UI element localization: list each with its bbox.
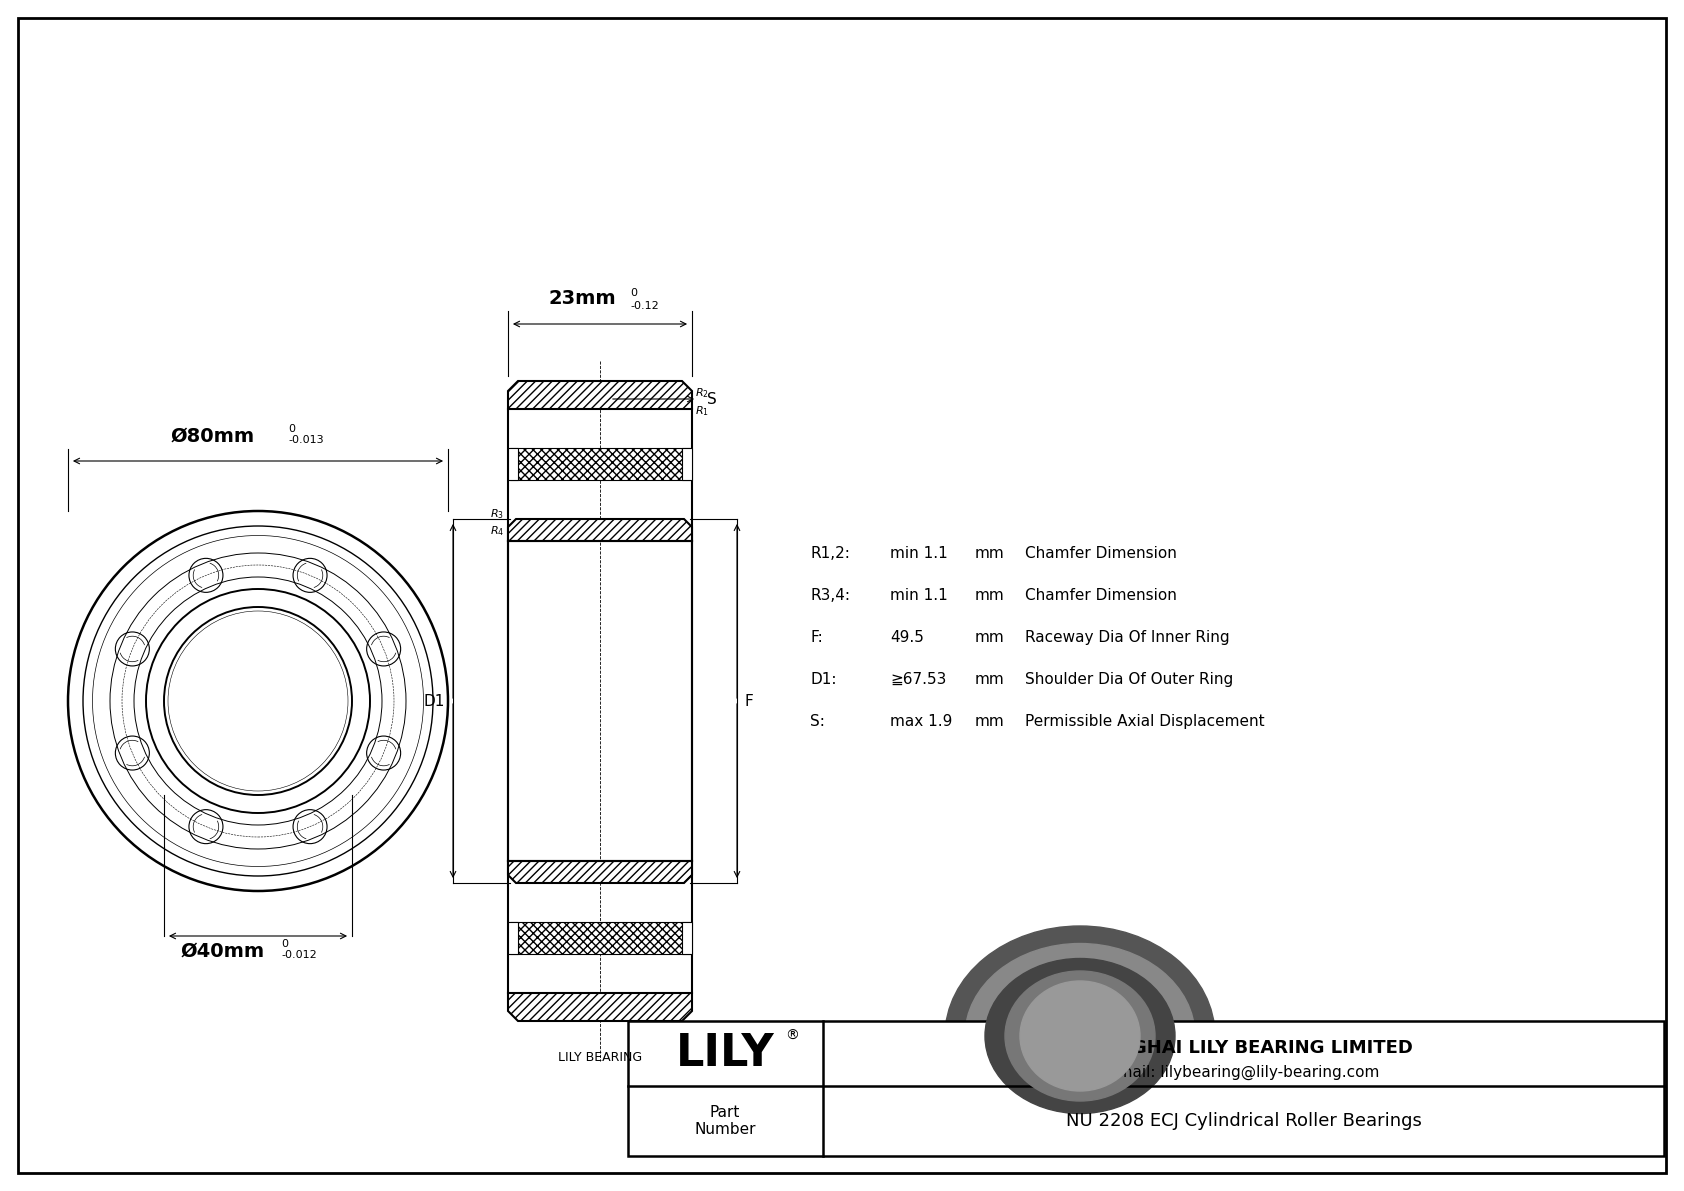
Bar (509, 922, 519, 954)
Polygon shape (510, 448, 690, 480)
Text: NU 2208 ECJ Cylindrical Roller Bearings: NU 2208 ECJ Cylindrical Roller Bearings (1066, 1112, 1421, 1130)
Bar (628, 1021, 1664, 1156)
Text: mm: mm (975, 630, 1005, 646)
Text: mm: mm (975, 672, 1005, 687)
Text: 0: 0 (281, 939, 288, 949)
Ellipse shape (1021, 981, 1140, 1091)
Text: F: F (744, 693, 754, 709)
Text: $R_1$: $R_1$ (695, 404, 709, 418)
Text: -0.012: -0.012 (281, 950, 317, 960)
Text: SHANGHAI LILY BEARING LIMITED: SHANGHAI LILY BEARING LIMITED (1074, 1039, 1413, 1056)
Polygon shape (509, 993, 692, 1021)
Text: 49.5: 49.5 (891, 630, 925, 646)
Text: LILY BEARING: LILY BEARING (557, 1050, 642, 1064)
Text: min 1.1: min 1.1 (891, 545, 948, 561)
Text: D1: D1 (424, 693, 445, 709)
Text: S:: S: (810, 713, 825, 729)
Text: min 1.1: min 1.1 (891, 588, 948, 603)
Text: mm: mm (975, 713, 1005, 729)
Text: Permissible Axial Displacement: Permissible Axial Displacement (1026, 713, 1265, 729)
Text: R1,2:: R1,2: (810, 545, 850, 561)
Text: 23mm: 23mm (549, 289, 616, 308)
Text: R3,4:: R3,4: (810, 588, 850, 603)
Text: Chamfer Dimension: Chamfer Dimension (1026, 545, 1177, 561)
Text: LILY: LILY (675, 1031, 775, 1075)
Text: mm: mm (975, 545, 1005, 561)
Text: Chamfer Dimension: Chamfer Dimension (1026, 588, 1177, 603)
Text: max 1.9: max 1.9 (891, 713, 953, 729)
Bar (509, 448, 519, 480)
Text: -0.12: -0.12 (630, 301, 658, 311)
Text: $R_4$: $R_4$ (490, 524, 504, 538)
Text: D1:: D1: (810, 672, 837, 687)
Ellipse shape (965, 943, 1196, 1129)
Text: $R_3$: $R_3$ (490, 507, 504, 520)
Text: $R_2$: $R_2$ (695, 386, 709, 400)
Ellipse shape (1005, 971, 1155, 1100)
Text: S: S (707, 392, 717, 406)
Text: Raceway Dia Of Inner Ring: Raceway Dia Of Inner Ring (1026, 630, 1229, 646)
Polygon shape (510, 922, 690, 954)
Text: -0.013: -0.013 (288, 435, 323, 445)
Ellipse shape (945, 925, 1214, 1146)
Polygon shape (509, 861, 692, 883)
Text: ®: ® (785, 1028, 798, 1042)
Text: Ø80mm: Ø80mm (172, 428, 254, 445)
Text: Email: lilybearing@lily-bearing.com: Email: lilybearing@lily-bearing.com (1108, 1065, 1379, 1080)
Text: Part
Number: Part Number (694, 1105, 756, 1137)
Text: 0: 0 (288, 424, 295, 434)
Polygon shape (509, 381, 692, 409)
Bar (682, 922, 692, 954)
Text: ≧67.53: ≧67.53 (891, 672, 946, 687)
Text: 0: 0 (630, 288, 637, 298)
Ellipse shape (985, 959, 1175, 1114)
Text: F:: F: (810, 630, 823, 646)
Text: mm: mm (975, 588, 1005, 603)
Bar (682, 448, 692, 480)
Text: Shoulder Dia Of Outer Ring: Shoulder Dia Of Outer Ring (1026, 672, 1233, 687)
Text: Ø40mm: Ø40mm (180, 942, 264, 961)
Polygon shape (509, 519, 692, 541)
